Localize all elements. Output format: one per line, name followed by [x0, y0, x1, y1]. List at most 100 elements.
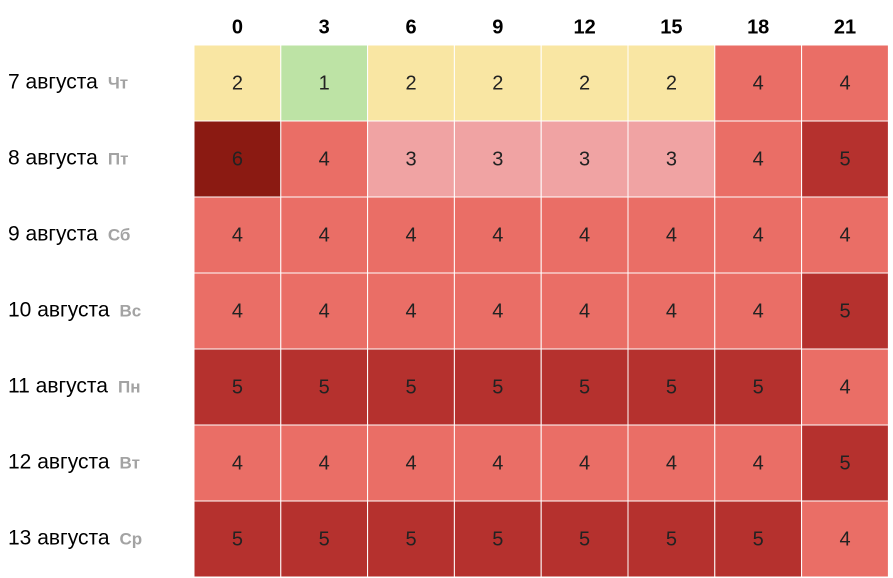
heatmap-cell	[627, 348, 716, 426]
row-date-label: 7 августа	[8, 71, 98, 94]
heatmap-cell	[627, 424, 716, 502]
heatmap-cell	[367, 348, 455, 426]
heatmap-cell	[367, 272, 455, 350]
row-weekday-label: Чт	[108, 73, 128, 92]
heatmap-cell	[540, 196, 629, 274]
row-date-label: 11 августа	[8, 375, 108, 398]
heatmap-cell	[280, 424, 369, 502]
heatmap-cell	[193, 44, 282, 122]
heatmap-cell	[540, 272, 629, 350]
heatmap-cell	[193, 196, 282, 274]
row-date-label: 9 августа	[8, 223, 98, 246]
heatmap-cell-value: 4	[839, 376, 850, 398]
hour-label: 21	[834, 16, 856, 38]
hour-label: 18	[747, 16, 769, 38]
heatmap-cell-value: 4	[666, 224, 677, 246]
heatmap-cell-value: 4	[666, 300, 677, 322]
heatmap-cell-value: 3	[405, 148, 416, 170]
heatmap-cell	[540, 348, 629, 426]
heatmap-cell	[714, 272, 803, 350]
heatmap-cell	[627, 500, 716, 578]
row-date-label: 13 августа	[8, 527, 110, 550]
heatmap-cell	[280, 120, 369, 198]
heatmap-cell-value: 4	[839, 528, 850, 550]
heatmap-cell	[801, 44, 889, 122]
row-weekday-label: Вс	[120, 301, 142, 320]
heatmap-cell-value: 5	[319, 528, 330, 550]
heatmap-cell	[280, 44, 369, 122]
row-weekday-label: Сб	[108, 225, 131, 244]
heatmap-cell-value: 4	[232, 300, 243, 322]
heatmap-cell-value: 5	[232, 376, 243, 398]
heatmap-cell-value: 5	[579, 376, 590, 398]
heatmap-cell	[453, 348, 542, 426]
heatmap-cell-value: 4	[492, 300, 503, 322]
heatmap-cell	[367, 196, 455, 274]
heatmap-cell-value: 4	[232, 452, 243, 474]
heatmap-cell	[540, 44, 629, 122]
hour-label: 15	[660, 16, 682, 38]
heatmap-cell	[540, 120, 629, 198]
hour-label: 12	[573, 16, 595, 38]
heatmap-cell-value: 4	[405, 224, 416, 246]
heatmap-cell-value: 4	[232, 224, 243, 246]
hour-label: 0	[232, 16, 243, 38]
heatmap-cell-value: 5	[492, 528, 503, 550]
heatmap-cell-value: 4	[492, 224, 503, 246]
heatmap-cell	[801, 196, 889, 274]
heatmap-cell	[453, 196, 542, 274]
heatmap-cell	[714, 424, 803, 502]
heatmap-cell-value: 5	[492, 376, 503, 398]
heatmap-cell	[193, 272, 282, 350]
heatmap-cell-value: 4	[579, 452, 590, 474]
heatmap-cell	[540, 424, 629, 502]
hour-label: 9	[492, 16, 503, 38]
heatmap-cell	[627, 196, 716, 274]
heatmap-cell-value: 4	[839, 224, 850, 246]
heatmap-cell	[801, 500, 889, 578]
heatmap-cell-value: 5	[666, 376, 677, 398]
heatmap-cell	[801, 424, 889, 502]
heatmap-cell-value: 4	[405, 300, 416, 322]
heatmap-cell	[453, 120, 542, 198]
heatmap-cell-value: 4	[753, 72, 764, 94]
row-weekday-label: Пт	[108, 149, 129, 168]
heatmap-cell	[453, 44, 542, 122]
row-weekday-label: Вт	[120, 453, 140, 472]
heatmap-cell-value: 3	[492, 148, 503, 170]
heatmap-cell	[540, 500, 629, 578]
row-weekday-label: Ср	[120, 529, 143, 548]
heatmap-cell-value: 4	[753, 224, 764, 246]
heatmap-cell-value: 4	[405, 452, 416, 474]
heatmap-cell-value: 4	[319, 300, 330, 322]
hour-label: 3	[319, 16, 330, 38]
heatmap-cell-value: 4	[839, 72, 850, 94]
heatmap-cell-value: 5	[405, 528, 416, 550]
heatmap-cell-value: 1	[319, 72, 330, 94]
heatmap-cell	[627, 120, 716, 198]
heatmap-cell-value: 2	[666, 72, 677, 94]
heatmap-cell-value: 4	[579, 300, 590, 322]
heatmap-cell	[714, 500, 803, 578]
heatmap-cell-value: 6	[232, 148, 243, 170]
heatmap-cell-value: 3	[579, 148, 590, 170]
heatmap-cell	[714, 196, 803, 274]
heatmap-cell	[367, 44, 455, 122]
heatmap-cell-value: 4	[579, 224, 590, 246]
heatmap-cell-value: 5	[839, 452, 850, 474]
heatmap-cell-value: 4	[753, 148, 764, 170]
heatmap-cell-value: 5	[666, 528, 677, 550]
heatmap-cell	[801, 120, 889, 198]
heatmap-cell-value: 5	[405, 376, 416, 398]
heatmap-cell-value: 4	[492, 452, 503, 474]
heatmap-cell-value: 4	[666, 452, 677, 474]
heatmap-cell	[627, 44, 716, 122]
date-axis: 7 августа Чт 8 августа Пт 9 августа Сб 10 авгу…	[8, 71, 142, 550]
heatmap-cell-value: 5	[839, 300, 850, 322]
heatmap-cell-value: 3	[666, 148, 677, 170]
heatmap-cell-value: 4	[319, 224, 330, 246]
row-date-label: 8 августа	[8, 147, 98, 170]
heatmap-cell	[714, 348, 803, 426]
heatmap-cell-value: 2	[579, 72, 590, 94]
